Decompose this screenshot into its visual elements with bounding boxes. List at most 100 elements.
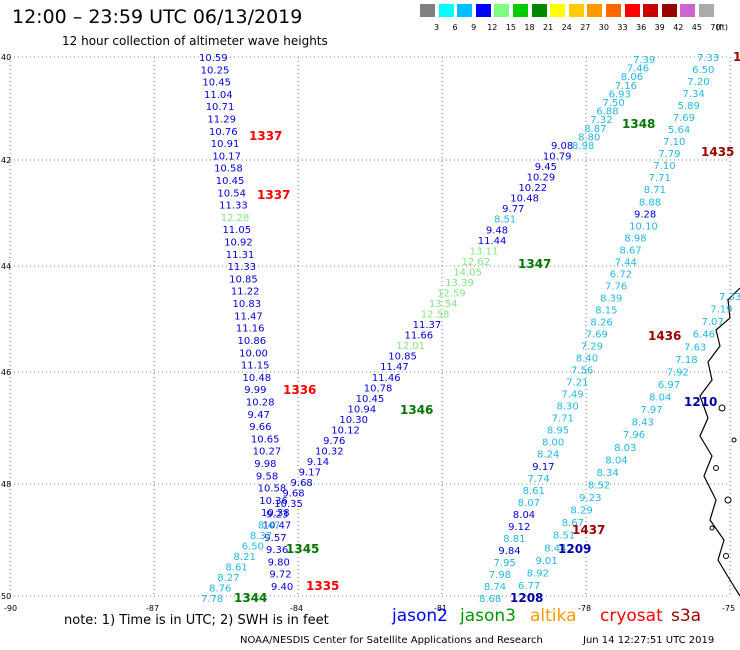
scale-swatch [606,4,621,17]
track-a-value: 11.04 [204,90,233,101]
track-b-value: 10.94 [348,404,377,415]
track-a-value: 11.22 [231,287,260,298]
lon-label: -75 [722,604,735,613]
track-a-value: 10.54 [217,188,246,199]
track-a-value: 10.28 [246,397,275,408]
track-e-value: 7.97 [640,405,662,416]
scale-label: 18 [524,23,535,32]
track-e-value: 7.92 [667,367,689,378]
track-d-value: 7.21 [566,378,588,389]
track-e-value: 9.23 [579,493,601,504]
track-d-value: 9.28 [634,209,656,220]
legend-jason3: jason3 [460,606,516,626]
track-time-label: 1435 [701,145,734,159]
track-a-value: 10.86 [238,336,267,347]
satellite-tracks: 10.5910.2510.4511.0410.7111.2910.7610.91… [199,53,740,605]
track-e-value: 8.43 [632,418,654,429]
track-e-value: 8.52 [588,480,610,491]
track-time-label: 1337 [249,129,282,143]
track-b-value: 9.68 [282,489,304,500]
track-a-value: 10.47 [263,520,292,531]
track-a-value: 11.47 [234,311,263,322]
track-d-value: 6.72 [610,269,632,280]
track-d-value: 8.15 [595,305,617,316]
track-time-label: 1346 [400,403,433,417]
track-d-value: 7.34 [682,89,704,100]
island-outline [709,525,715,531]
scale-swatch [624,4,640,17]
track-b-value: 8.61 [225,562,247,573]
track-d-value: 7.56 [571,366,593,377]
track-d-value: 9.12 [508,522,530,533]
track-a-value: 10.83 [232,299,261,310]
track-b-value: 11.37 [413,320,442,331]
track-a-value: 10.00 [239,348,268,359]
track-d-value: 10.10 [629,221,658,232]
scale-label: 3 [433,23,440,32]
track-d-value: 8.68 [479,594,501,605]
track-c-value: 7.46 [627,64,649,75]
track-a-value: 10.45 [202,78,231,89]
track-c-value: 8.80 [578,132,600,143]
track-b-value: 9.08 [551,141,573,152]
track-a-value: 10.76 [209,127,238,138]
track-b-value: 8.76 [209,583,231,594]
track-d-value: 6.50 [692,65,714,76]
track-e-value: 8.67 [562,518,584,529]
track-b-value: 12.62 [461,257,490,268]
track-e-value: 7.07 [702,317,724,328]
track-a-value: 10.27 [253,447,282,458]
track-c-value: 6.88 [596,107,618,118]
track-b-value: 11.44 [478,236,507,247]
map-grid [9,56,731,597]
scale-swatch [494,4,510,17]
track-b-value: 10.32 [315,447,344,458]
track-time-label: 1210 [684,395,717,409]
track-b-value: 12.01 [396,341,425,352]
scale-label: 6 [452,23,458,32]
track-b-value: 10.85 [388,352,417,363]
track-e-value: 8.04 [649,393,671,404]
legend-s3a: s3a [671,606,702,626]
track-d-value: 7.98 [489,570,511,581]
track-a-value: 10.91 [211,139,240,150]
track-b-value: 10.48 [510,194,539,205]
scale-swatch [531,4,547,17]
track-e-value: 8.51 [553,531,575,542]
track-c-value: 6.93 [609,89,631,100]
track-d-value: 7.49 [561,390,583,401]
track-d-value: 7.20 [687,77,709,88]
track-b-value: 9.23 [266,510,288,521]
track-a-value: 9.72 [269,570,291,581]
track-e-value: 8.92 [527,568,549,579]
lon-label: -87 [146,604,159,613]
lon-label: -81 [434,604,447,613]
footer-credit: NOAA/NESDIS Center for Satellite Applica… [240,635,543,646]
track-e-value: 6.46 [693,330,715,341]
lat-label: 42 [1,156,11,165]
track-a-value: 11.05 [222,225,251,236]
scale-swatch [680,4,696,17]
track-d-value: 7.71 [649,173,671,184]
axis-labels: -90 -87 -84 -81 -78 -75 40 42 44 46 48 50 [1,53,735,613]
track-e-value: 7.18 [675,355,697,366]
track-a-value: 9.47 [248,410,270,421]
track-a-value: 11.16 [236,324,265,335]
scale-label: 30 [598,23,609,32]
track-e-value: 7.96 [623,430,645,441]
legend-altika: altika [530,606,577,626]
scale-label: 9 [471,23,477,32]
track-d-value: 8.24 [537,450,559,461]
track-c-value: 7.16 [615,81,637,92]
track-a-value: 10.17 [212,151,241,162]
note-text: note: 1) Time is in UTC; 2) SWH is in fe… [64,613,329,628]
track-e-value: 8.03 [614,443,636,454]
track-d-value: 8.81 [503,534,525,545]
track-a-value: 9.36 [266,545,288,556]
scale-label: 21 [543,23,554,32]
scale-label: 12 [487,23,498,32]
track-d-value: 5.89 [678,101,700,112]
track-a-value: 9.57 [264,533,286,544]
track-c-value: 8.87 [584,124,606,135]
